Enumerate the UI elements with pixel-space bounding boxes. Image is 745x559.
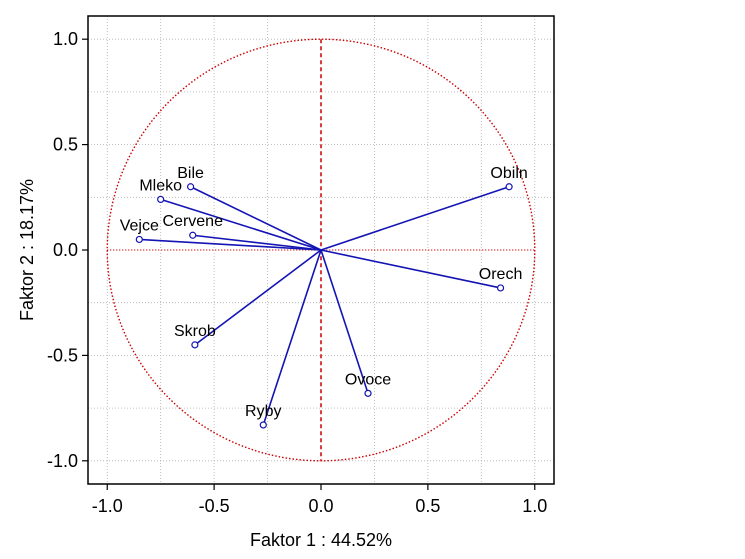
loading-point: [505, 183, 513, 191]
loading-vector: [320, 249, 369, 394]
x-tick-label: -1.0: [92, 496, 123, 516]
loading-point: [135, 235, 143, 244]
point-label: Orech: [479, 266, 523, 283]
unit-circle: [106, 38, 536, 462]
loading-point: [191, 341, 199, 349]
loading-vector: [139, 238, 322, 251]
x-tick-label: 1.0: [522, 496, 547, 516]
y-tick-label: 1.0: [53, 29, 78, 49]
point-label: Cervene: [163, 213, 224, 230]
loading-point: [364, 389, 372, 397]
point-label: Obiln: [490, 165, 527, 182]
point-label: Bile: [177, 165, 204, 182]
x-axis-title: Faktor 1 : 44.52%: [250, 530, 392, 550]
point-label: Vejce: [120, 217, 159, 234]
loading-point: [259, 421, 267, 429]
loading-vector: [190, 186, 322, 251]
y-tick-label: -1.0: [47, 451, 78, 471]
x-tick-label: 0.0: [308, 496, 333, 516]
loading-point: [157, 195, 165, 204]
loading-point: [189, 231, 197, 239]
loading-vector: [160, 198, 322, 251]
loading-vector: [320, 185, 510, 251]
unit-circle-outline: [106, 38, 536, 462]
y-axis-title: Faktor 2 : 18.17%: [17, 179, 37, 321]
y-axis-ticks: 1.0 0.5 0.0 -0.5 -1.0: [47, 29, 88, 471]
loading-point: [496, 284, 505, 292]
point-label: Skrob: [174, 323, 216, 340]
loading-vector: [262, 249, 322, 426]
point-label: Ovoce: [345, 371, 391, 388]
x-axis-ticks: -1.0 -0.5 0.0 0.5 1.0: [92, 484, 547, 516]
loading-vector: [194, 249, 322, 346]
y-tick-label: 0.5: [53, 135, 78, 155]
x-tick-label: 0.5: [415, 496, 440, 516]
y-tick-label: -0.5: [47, 345, 78, 365]
x-tick-label: -0.5: [199, 496, 230, 516]
point-label: Mleko: [139, 177, 182, 194]
y-tick-label: 0.0: [53, 240, 78, 260]
point-label: Ryby: [245, 403, 281, 420]
loading-vectors: [135, 183, 513, 429]
loading-point: [187, 183, 195, 191]
loading-vector: [192, 234, 322, 251]
loading-vector: [320, 249, 501, 289]
